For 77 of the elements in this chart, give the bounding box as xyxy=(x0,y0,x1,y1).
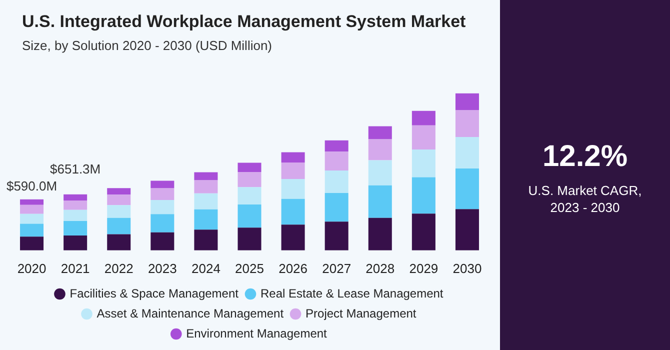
bar xyxy=(368,218,392,250)
bar xyxy=(194,230,218,250)
text: 12.2% xyxy=(541,140,629,174)
bar xyxy=(412,177,436,214)
bar xyxy=(238,172,262,188)
bar xyxy=(455,110,479,138)
legend-label: Real Estate & Lease Management xyxy=(260,286,444,300)
bar xyxy=(194,172,218,180)
annotation: $590.0M xyxy=(6,178,58,194)
x-tick-label: 2023 xyxy=(148,260,177,276)
legend-label: Environment Management xyxy=(186,326,328,340)
bar xyxy=(64,221,88,236)
bar xyxy=(324,140,348,152)
x-tick-label: 2028 xyxy=(366,260,395,276)
bar xyxy=(194,193,218,210)
bar xyxy=(107,188,131,195)
bar xyxy=(412,125,436,150)
bar xyxy=(150,214,174,232)
bar xyxy=(412,110,436,126)
bar xyxy=(150,232,174,250)
bar xyxy=(281,178,305,199)
bar xyxy=(281,152,305,162)
bar xyxy=(281,224,305,250)
bar xyxy=(455,93,479,110)
x-tick-label: 2026 xyxy=(278,260,308,276)
bar xyxy=(238,204,262,228)
bar xyxy=(20,204,44,214)
bar xyxy=(194,209,218,230)
x-tick-label: 2029 xyxy=(409,260,438,276)
x-tick-label: 2025 xyxy=(235,260,264,276)
bar xyxy=(455,137,479,168)
bar xyxy=(64,235,88,250)
bar xyxy=(150,180,174,188)
x-tick-label: 2022 xyxy=(104,260,134,276)
bar xyxy=(64,210,88,222)
bar xyxy=(324,152,348,170)
bar xyxy=(107,194,131,206)
bar xyxy=(324,192,348,222)
bar xyxy=(368,185,392,218)
legend-label: Project Management xyxy=(306,306,417,320)
legend-label: Facilities & Space Management xyxy=(70,286,240,300)
bar xyxy=(412,149,436,178)
bar xyxy=(324,222,348,250)
bar xyxy=(20,199,44,205)
bar xyxy=(194,180,218,194)
x-tick-label: 2027 xyxy=(322,260,352,276)
x-tick-label: 2030 xyxy=(452,260,482,276)
x-tick-label: 2021 xyxy=(60,260,90,276)
bar xyxy=(455,209,479,250)
chart-subtitle: Size, by Solution 2020 - 2030 (USD Million) xyxy=(22,38,272,53)
x-tick-label: 2020 xyxy=(17,260,46,276)
bar xyxy=(20,214,44,224)
bar xyxy=(107,205,131,218)
bar xyxy=(238,162,262,172)
bar xyxy=(368,126,392,140)
chart-title: U.S. Integrated Workplace Management System Market xyxy=(22,12,466,32)
bar xyxy=(20,224,44,237)
bar xyxy=(107,234,131,250)
bar xyxy=(324,170,348,193)
bar xyxy=(368,160,392,186)
bar xyxy=(412,214,436,250)
bar xyxy=(20,236,44,250)
bar xyxy=(368,139,392,160)
bar xyxy=(281,198,305,225)
bar xyxy=(150,188,174,200)
bar xyxy=(238,228,262,250)
x-tick-label: 2024 xyxy=(191,260,220,276)
bar xyxy=(281,162,305,179)
text: U.S. Market CAGR, 2023 - 2030 xyxy=(527,182,643,216)
bar xyxy=(150,200,174,214)
bar xyxy=(107,218,131,234)
legend-label: Asset & Maintenance Management xyxy=(96,306,284,320)
bar xyxy=(64,200,88,210)
bar xyxy=(455,168,479,210)
bar xyxy=(64,194,88,200)
annotation: $651.3M xyxy=(50,161,101,176)
bar xyxy=(238,187,262,205)
